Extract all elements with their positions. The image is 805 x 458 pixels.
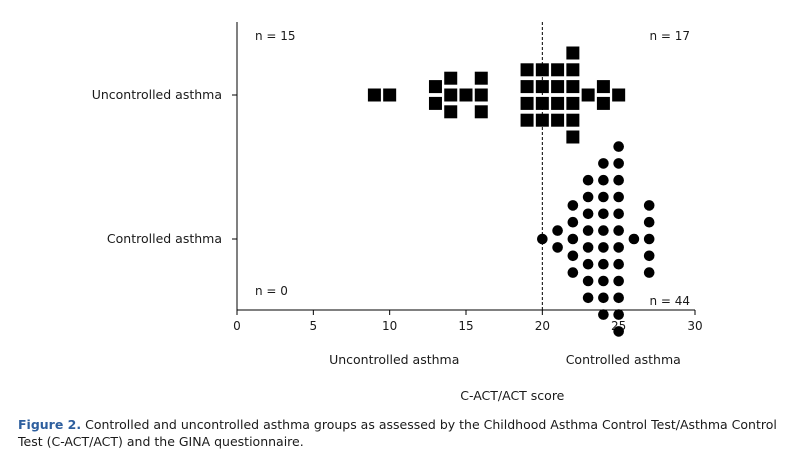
x-tick-label: 0: [233, 319, 241, 333]
data-point-square: [474, 88, 488, 102]
data-point-circle: [598, 309, 609, 320]
data-point-circle: [643, 250, 655, 262]
data-point-circle: [598, 225, 609, 236]
data-point-circle: [582, 292, 594, 304]
x-axis-label: C-ACT/ACT score: [460, 388, 564, 403]
data-point-circle: [582, 191, 594, 203]
data-point-square: [444, 88, 458, 102]
y-tick-label: Controlled asthma: [107, 231, 222, 246]
data-point-square: [459, 88, 473, 102]
region-label: Uncontrolled asthma: [329, 352, 459, 367]
data-point-circle: [598, 174, 609, 186]
data-point-circle: [613, 326, 624, 337]
data-point-circle: [613, 275, 624, 287]
data-point-square: [566, 63, 580, 77]
data-point-circle: [552, 242, 563, 253]
data-point-square: [551, 96, 565, 110]
x-tick-label: 20: [535, 319, 550, 333]
data-point-circle: [582, 225, 594, 236]
data-point-circle: [598, 191, 609, 203]
data-point-circle: [643, 200, 655, 211]
data-point-circle: [643, 233, 655, 245]
n-annotation: n = 44: [649, 294, 690, 308]
caption-text: Controlled and uncontrolled asthma group…: [18, 417, 777, 449]
data-point-square: [566, 96, 580, 110]
data-point-square: [383, 88, 397, 102]
x-tick-label: 10: [382, 319, 397, 333]
data-point-circle: [613, 292, 624, 304]
data-point-square: [535, 96, 549, 110]
x-tick-label: 5: [310, 319, 318, 333]
dot-plot-chart: Uncontrolled asthma Controlled asthma 0 5 10…: [92, 22, 703, 403]
x-tick-label: 15: [458, 319, 473, 333]
data-point-square: [520, 80, 534, 94]
data-point-circle: [613, 208, 624, 220]
data-point-square: [520, 96, 534, 110]
data-point-circle: [582, 208, 594, 220]
data-point-circle: [598, 292, 609, 304]
data-point-square: [596, 80, 610, 94]
n-annotation: n = 15: [255, 29, 296, 43]
data-point-square: [535, 63, 549, 77]
data-point-square: [551, 80, 565, 94]
data-point-square: [566, 46, 580, 60]
data-point-square: [474, 71, 488, 85]
data-point-square: [566, 80, 580, 94]
data-point-square: [474, 105, 488, 119]
figure-caption: Figure 2. Controlled and uncontrolled as…: [18, 416, 798, 450]
data-point-square: [520, 113, 534, 127]
data-point-circle: [582, 275, 594, 287]
data-point-circle: [598, 275, 609, 287]
data-point-circle: [628, 233, 640, 245]
data-point-circle: [582, 174, 594, 186]
y-tick-label: Uncontrolled asthma: [92, 87, 222, 102]
data-point-circle: [537, 233, 548, 245]
data-point-square: [535, 113, 549, 127]
data-point-circle: [613, 158, 624, 169]
data-point-circle: [613, 141, 624, 152]
data-point-circle: [598, 158, 609, 169]
figure-label: Figure 2.: [18, 417, 82, 432]
data-point-circle: [567, 267, 579, 278]
data-point-circle: [643, 267, 655, 278]
data-point-square: [444, 105, 458, 119]
data-point-circle: [582, 242, 594, 253]
data-point-circle: [643, 216, 655, 228]
data-point-circle: [613, 258, 624, 270]
data-point-square: [612, 88, 626, 102]
data-point-circle: [613, 309, 624, 320]
region-label: Controlled asthma: [566, 352, 681, 367]
data-point-circle: [582, 258, 594, 270]
data-point-circle: [598, 242, 609, 253]
data-point-circle: [613, 225, 624, 236]
data-point-square: [367, 88, 381, 102]
data-point-square: [581, 88, 595, 102]
data-point-circle: [552, 225, 563, 236]
data-point-circle: [598, 208, 609, 220]
x-tick-label: 30: [687, 319, 702, 333]
data-point-circle: [598, 258, 609, 270]
data-point-square: [428, 96, 442, 110]
data-point-square: [444, 71, 458, 85]
data-point-square: [551, 63, 565, 77]
data-point-circle: [613, 174, 624, 186]
data-point-square: [551, 113, 565, 127]
data-point-circle: [567, 216, 579, 228]
data-point-square: [520, 63, 534, 77]
data-point-square: [566, 130, 580, 144]
data-point-square: [596, 96, 610, 110]
data-point-square: [566, 113, 580, 127]
data-point-circle: [567, 250, 579, 262]
data-point-circle: [613, 242, 624, 253]
n-annotation: n = 17: [649, 29, 690, 43]
data-point-circle: [567, 200, 579, 211]
data-point-circle: [613, 191, 624, 203]
data-point-circle: [567, 233, 579, 245]
n-annotation: n = 0: [255, 284, 288, 298]
data-point-square: [535, 80, 549, 94]
data-point-square: [428, 80, 442, 94]
